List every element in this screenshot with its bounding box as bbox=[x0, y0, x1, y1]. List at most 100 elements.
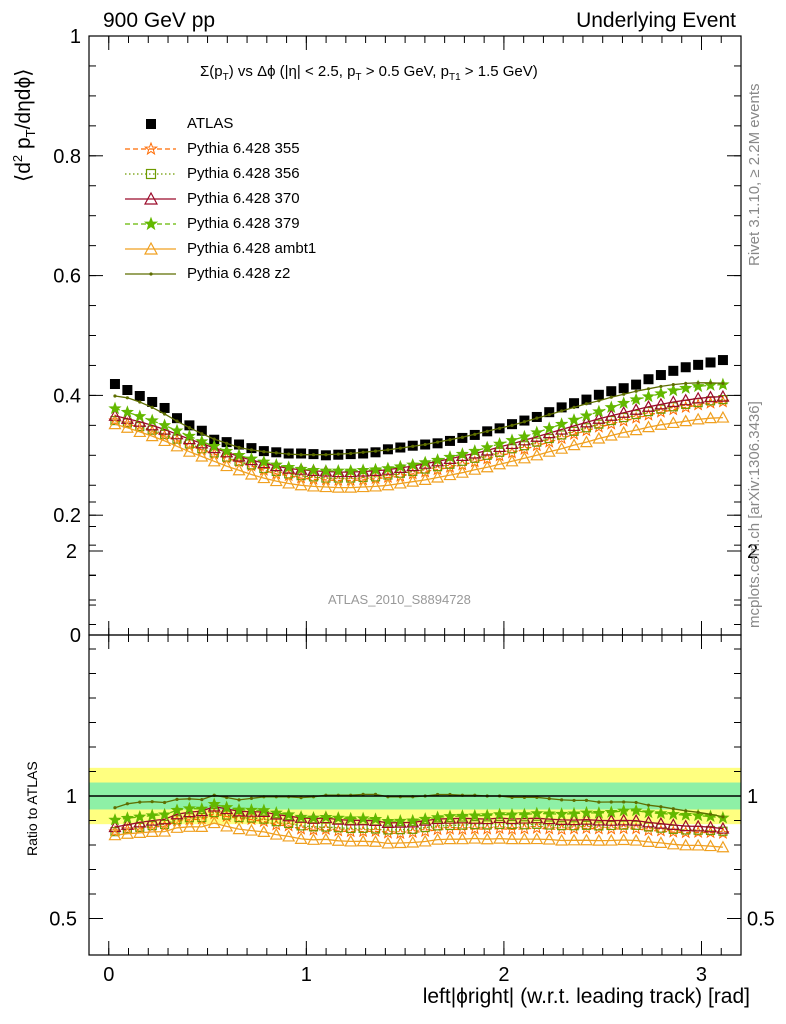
data-point bbox=[133, 409, 147, 422]
data-point bbox=[641, 420, 656, 433]
ratio-point bbox=[505, 807, 519, 821]
data-point bbox=[207, 439, 221, 452]
ratio-point bbox=[113, 806, 117, 810]
ratio-point bbox=[259, 814, 269, 824]
ratio-point bbox=[530, 832, 544, 845]
data-point bbox=[249, 448, 254, 452]
data-point bbox=[331, 480, 345, 493]
data-point bbox=[617, 425, 631, 438]
ratio-point bbox=[381, 836, 395, 849]
x-tick-label: 1 bbox=[301, 964, 312, 986]
ratio-point bbox=[704, 839, 718, 852]
data-point bbox=[158, 434, 172, 447]
ratio-point bbox=[542, 806, 556, 820]
ratio-point bbox=[547, 797, 551, 801]
ratio-point bbox=[622, 800, 626, 804]
data-point bbox=[170, 423, 184, 437]
ratio-point bbox=[282, 807, 296, 821]
data-point bbox=[234, 439, 245, 450]
data-point bbox=[705, 357, 716, 368]
ratio-point bbox=[234, 812, 244, 823]
ratio-point bbox=[220, 800, 234, 814]
data-point bbox=[220, 459, 234, 472]
data-point bbox=[212, 437, 216, 441]
data-point bbox=[122, 385, 133, 396]
data-point bbox=[356, 463, 370, 476]
data-point bbox=[592, 431, 606, 444]
ratio-point bbox=[721, 815, 725, 819]
data-point bbox=[544, 433, 554, 444]
data-point bbox=[324, 453, 328, 457]
data-point bbox=[579, 435, 593, 448]
data-point bbox=[147, 396, 158, 407]
data-point bbox=[666, 383, 680, 397]
data-point bbox=[493, 436, 507, 450]
data-point bbox=[373, 449, 378, 453]
ratio-point bbox=[634, 800, 638, 805]
legend-marker bbox=[143, 191, 159, 205]
ratio-point bbox=[356, 811, 370, 825]
data-point bbox=[158, 418, 172, 431]
data-point bbox=[629, 403, 643, 415]
ratio-point bbox=[708, 812, 713, 816]
data-point bbox=[510, 423, 514, 427]
data-point bbox=[592, 404, 606, 418]
ratio-point bbox=[306, 833, 321, 845]
ratio-point bbox=[182, 820, 196, 832]
ratio-point bbox=[257, 803, 271, 816]
data-point bbox=[145, 413, 159, 427]
ratio-point bbox=[604, 813, 618, 826]
data-point bbox=[659, 384, 663, 389]
ratio-point bbox=[172, 815, 182, 825]
ratio-point bbox=[542, 812, 556, 825]
ratio-point bbox=[331, 834, 345, 846]
ratio-point bbox=[646, 803, 651, 807]
ratio-point bbox=[443, 809, 457, 823]
data-point bbox=[386, 448, 390, 452]
data-point bbox=[542, 421, 556, 434]
ratio-point bbox=[455, 832, 469, 845]
data-point bbox=[691, 412, 705, 425]
data-point bbox=[684, 381, 688, 386]
ratio-point bbox=[445, 820, 455, 831]
ratio-point bbox=[654, 816, 668, 829]
ratio-point bbox=[457, 820, 467, 830]
ratio-point bbox=[470, 820, 480, 830]
data-point bbox=[716, 389, 730, 402]
data-point bbox=[244, 451, 259, 465]
data-point bbox=[468, 444, 482, 457]
ratio-point bbox=[560, 798, 564, 802]
ratio-point bbox=[120, 826, 134, 839]
data-point bbox=[579, 408, 594, 422]
data-point bbox=[113, 394, 117, 398]
data-point bbox=[344, 463, 358, 477]
data-point bbox=[680, 362, 691, 373]
data-point bbox=[455, 465, 469, 478]
data-point bbox=[547, 412, 551, 417]
ratio-point bbox=[443, 832, 457, 845]
ratio-tick-label-right: 2 bbox=[747, 541, 758, 563]
data-point bbox=[594, 419, 604, 429]
ratio-point bbox=[629, 813, 643, 826]
data-point bbox=[182, 444, 196, 457]
ratio-point bbox=[175, 797, 179, 801]
data-point bbox=[109, 379, 120, 390]
ratio-point bbox=[604, 805, 618, 818]
ratio-point bbox=[505, 832, 519, 845]
ratio-point bbox=[319, 810, 333, 823]
data-point bbox=[306, 463, 321, 476]
data-point bbox=[567, 438, 581, 451]
ratio-point bbox=[567, 833, 581, 846]
data-point bbox=[485, 429, 489, 433]
series-line bbox=[114, 382, 723, 456]
legend-swatch bbox=[125, 216, 176, 231]
data-point bbox=[381, 461, 395, 475]
ratio-point bbox=[430, 810, 445, 824]
data-point bbox=[282, 476, 296, 489]
data-point bbox=[133, 425, 147, 438]
data-point bbox=[244, 467, 258, 480]
data-point bbox=[519, 441, 530, 451]
legend-swatch bbox=[125, 191, 176, 205]
data-point bbox=[629, 392, 643, 406]
ratio-point bbox=[170, 821, 184, 833]
